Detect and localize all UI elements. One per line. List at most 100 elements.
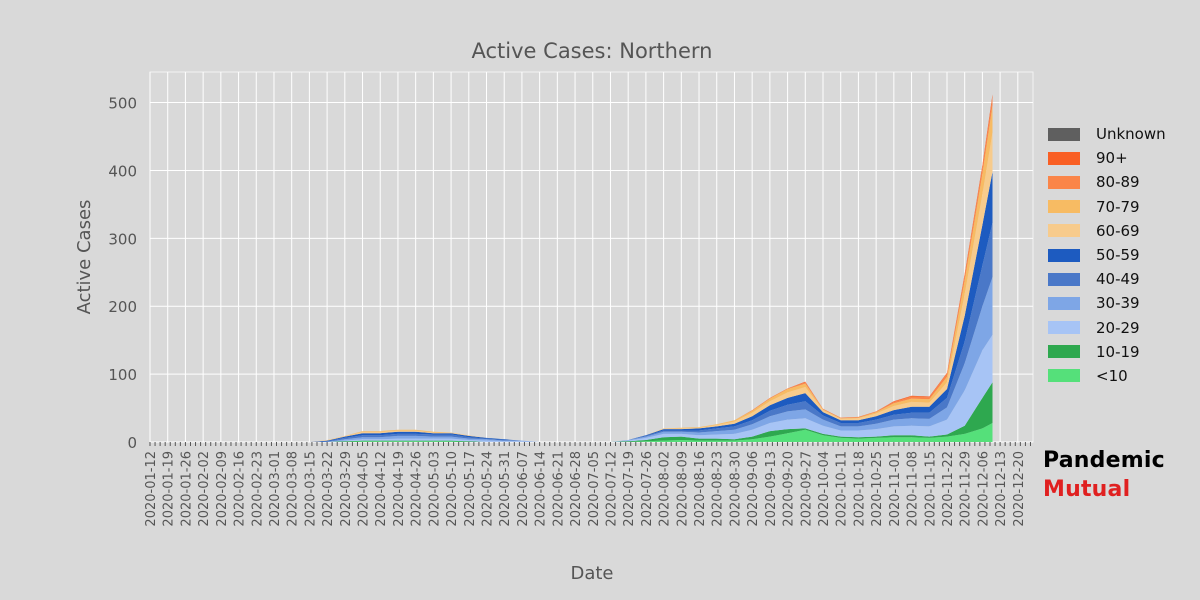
legend-label: 50-59 bbox=[1096, 246, 1140, 265]
legend-label: 70-79 bbox=[1096, 197, 1140, 216]
area-series-3039 bbox=[291, 277, 993, 442]
legend-item: <10 bbox=[1048, 364, 1166, 388]
legend-swatch bbox=[1048, 345, 1080, 359]
x-tick-label: 2020-03-15 bbox=[303, 451, 318, 527]
x-tick-label: 2020-03-22 bbox=[321, 451, 336, 527]
legend-swatch bbox=[1048, 321, 1080, 335]
x-tick-label: 2020-02-09 bbox=[215, 451, 230, 527]
x-tick-label: 2020-02-02 bbox=[197, 451, 212, 527]
legend-label: 60-69 bbox=[1096, 221, 1140, 240]
x-tick-label: 2020-10-04 bbox=[817, 451, 832, 527]
x-tick-label: 2020-03-08 bbox=[286, 451, 301, 527]
brand-mutual: Mutual bbox=[1043, 477, 1131, 502]
x-tick-label: 2020-08-23 bbox=[711, 451, 726, 527]
y-tick-label: 500 bbox=[108, 95, 137, 113]
area-series-6069 bbox=[291, 132, 993, 442]
area-series-8089 bbox=[291, 97, 993, 442]
x-tick-label: 2020-03-29 bbox=[339, 451, 354, 527]
legend-swatch bbox=[1048, 175, 1080, 189]
legend-swatch bbox=[1048, 296, 1080, 310]
legend-swatch bbox=[1048, 127, 1080, 141]
legend-item: 20-29 bbox=[1048, 316, 1166, 340]
x-tick-label: 2020-05-31 bbox=[498, 451, 513, 527]
x-tick-label: 2020-11-15 bbox=[923, 451, 938, 527]
x-tick-label: 2020-09-06 bbox=[746, 451, 761, 527]
y-tick-label: 400 bbox=[108, 162, 137, 180]
brand-pandemic: Pandemic bbox=[1043, 448, 1165, 473]
legend-label: Unknown bbox=[1096, 125, 1166, 144]
legend-label: <10 bbox=[1096, 366, 1128, 385]
legend-label: 80-89 bbox=[1096, 173, 1140, 192]
x-tick-label: 2020-11-08 bbox=[906, 451, 921, 527]
x-tick-label: 2020-08-09 bbox=[675, 451, 690, 527]
x-tick-label: 2020-11-22 bbox=[941, 451, 956, 527]
grid-layer bbox=[149, 71, 1034, 443]
x-tick-label: 2020-06-28 bbox=[569, 451, 584, 527]
legend-label: 40-49 bbox=[1096, 270, 1140, 289]
x-tick-label: 2020-09-13 bbox=[764, 451, 779, 527]
x-tick-label: 2020-06-21 bbox=[551, 451, 566, 527]
legend-label: 90+ bbox=[1096, 149, 1128, 168]
x-tick-label: 2020-06-07 bbox=[516, 451, 531, 527]
legend-item: 10-19 bbox=[1048, 340, 1166, 364]
x-tick-label: 2020-10-11 bbox=[835, 451, 850, 527]
y-tick-label: 200 bbox=[108, 298, 137, 316]
x-tick-label: 2020-04-12 bbox=[374, 451, 389, 527]
area-series-5059 bbox=[291, 171, 993, 443]
x-tick-label: 2020-09-20 bbox=[782, 451, 797, 527]
area-series-2029 bbox=[291, 334, 993, 442]
legend-item: 70-79 bbox=[1048, 195, 1166, 219]
x-tick-label: 2020-04-19 bbox=[392, 451, 407, 527]
area-series-7079 bbox=[291, 105, 993, 443]
y-tick-label: 0 bbox=[127, 434, 137, 452]
legend-label: 20-29 bbox=[1096, 318, 1140, 337]
x-tick-label: 2020-06-14 bbox=[534, 451, 549, 527]
x-tick-label: 2020-02-16 bbox=[233, 451, 248, 527]
x-tick-label: 2020-11-01 bbox=[888, 451, 903, 527]
legend-label: 10-19 bbox=[1096, 342, 1140, 361]
y-axis-label: Active Cases bbox=[74, 200, 95, 315]
x-tick-label: 2020-12-20 bbox=[1012, 451, 1027, 527]
x-tick-label: 2020-07-26 bbox=[640, 451, 655, 527]
x-tick-label: 2020-03-01 bbox=[268, 451, 283, 527]
legend-label: 30-39 bbox=[1096, 294, 1140, 313]
legend-swatch bbox=[1048, 224, 1080, 238]
legend-item: Unknown bbox=[1048, 122, 1166, 146]
x-tick-label: 2020-07-19 bbox=[622, 451, 637, 527]
x-tick-label: 2020-09-27 bbox=[799, 451, 814, 527]
x-tick-label: 2020-01-19 bbox=[162, 451, 177, 527]
x-tick-label: 2020-12-06 bbox=[976, 451, 991, 527]
x-tick-label: 2020-01-26 bbox=[179, 451, 194, 527]
chart-title: Active Cases: Northern bbox=[472, 39, 713, 63]
legend-swatch bbox=[1048, 200, 1080, 214]
legend-item: 80-89 bbox=[1048, 170, 1166, 194]
x-tick-label: 2020-11-29 bbox=[959, 451, 974, 527]
x-tick-label: 2020-12-13 bbox=[994, 451, 1009, 527]
legend-item: 40-49 bbox=[1048, 267, 1166, 291]
axis-layer: 2020-01-12 2020-01-19 2020-01-26 2020-02-02… bbox=[108, 95, 1031, 527]
area-series-unknown bbox=[291, 94, 993, 443]
x-tick-label: 2020-01-12 bbox=[144, 451, 159, 527]
x-tick-label: 2020-10-25 bbox=[870, 451, 885, 527]
area-layer bbox=[291, 94, 993, 443]
y-tick-label: 300 bbox=[108, 230, 137, 248]
legend-item: 50-59 bbox=[1048, 243, 1166, 267]
x-tick-label: 2020-02-23 bbox=[250, 451, 265, 527]
x-tick-label: 2020-08-16 bbox=[693, 451, 708, 527]
x-tick-label: 2020-05-17 bbox=[463, 451, 478, 527]
area-series-90 bbox=[291, 94, 993, 443]
legend-swatch bbox=[1048, 151, 1080, 165]
x-tick-label: 2020-08-30 bbox=[728, 451, 743, 527]
x-tick-label: 2020-05-24 bbox=[481, 451, 496, 527]
x-tick-label: 2020-07-05 bbox=[587, 451, 602, 527]
legend-swatch bbox=[1048, 369, 1080, 383]
area-series-10 bbox=[291, 423, 993, 442]
x-tick-label: 2020-10-18 bbox=[852, 451, 867, 527]
legend: Unknown 90+ 80-89 70-79 60-69 50-59 40-49 30-39… bbox=[1048, 122, 1166, 388]
plot-frame bbox=[149, 71, 1034, 443]
y-tick-label: 100 bbox=[108, 366, 137, 384]
legend-item: 60-69 bbox=[1048, 219, 1166, 243]
x-tick-label: 2020-04-26 bbox=[410, 451, 425, 527]
x-tick-label: 2020-07-12 bbox=[604, 451, 619, 527]
